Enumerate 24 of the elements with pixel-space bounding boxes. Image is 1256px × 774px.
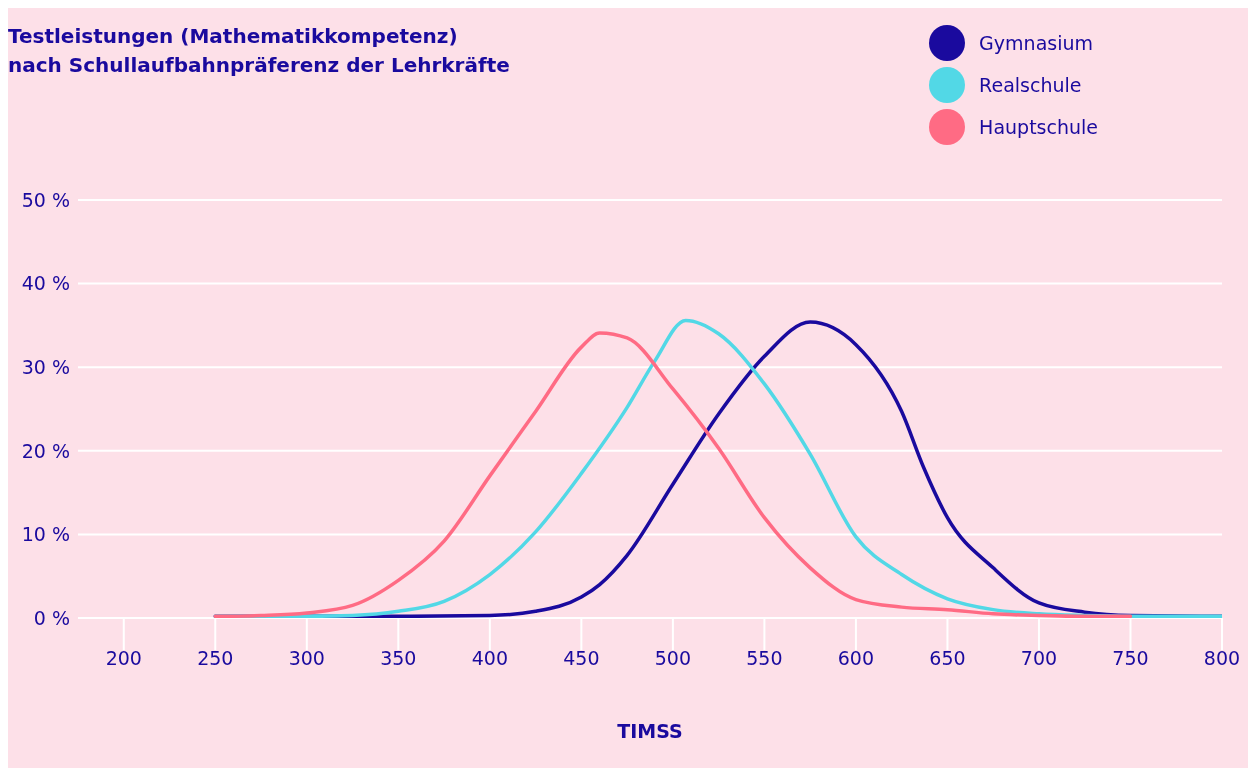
x-tick-label: 500: [654, 647, 692, 670]
x-tick-label: 200: [105, 647, 142, 670]
x-tick-label: 450: [563, 647, 600, 670]
x-tick-label: 650: [929, 647, 966, 670]
y-tick-label: 10 %: [21, 523, 70, 546]
x-tick-label: 350: [380, 647, 417, 670]
x-tick-label: 550: [746, 647, 783, 670]
legend-label: Hauptschule: [979, 116, 1098, 138]
x-tick-label: 750: [1112, 647, 1149, 670]
x-tick-label: 800: [1203, 647, 1241, 670]
legend-label: Realschule: [979, 74, 1082, 96]
x-tick-label: 700: [1020, 647, 1058, 670]
y-tick-label: 40 %: [21, 272, 70, 295]
y-tick-label: 30 %: [21, 355, 70, 378]
chart-title: Testleistungen (Mathematikkompetenz) nach Schullaufbahnpräferenz der Lehrkräfte: [8, 23, 510, 79]
legend-label: Gymnasium: [979, 32, 1093, 54]
x-axis-title: TIMSS: [617, 720, 683, 742]
y-tick-label: 50 %: [21, 188, 70, 211]
x-tick-label: 400: [471, 647, 508, 670]
x-tick-label: 250: [197, 647, 234, 670]
y-tick-label: 20 %: [21, 439, 70, 462]
x-tick-label: 600: [837, 647, 875, 670]
x-tick-label: 300: [288, 647, 325, 670]
y-tick-label: 0 %: [33, 606, 70, 629]
